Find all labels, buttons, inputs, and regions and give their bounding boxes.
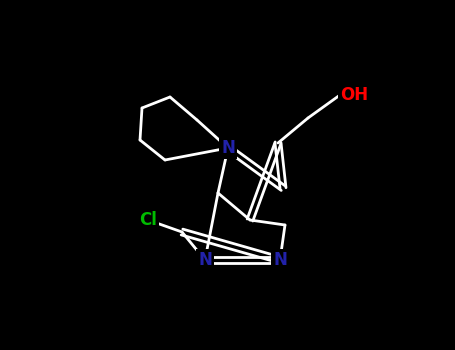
Text: N: N bbox=[273, 251, 287, 269]
Text: N: N bbox=[221, 139, 235, 157]
Text: OH: OH bbox=[340, 86, 368, 104]
Text: N: N bbox=[198, 251, 212, 269]
Text: Cl: Cl bbox=[139, 211, 157, 229]
